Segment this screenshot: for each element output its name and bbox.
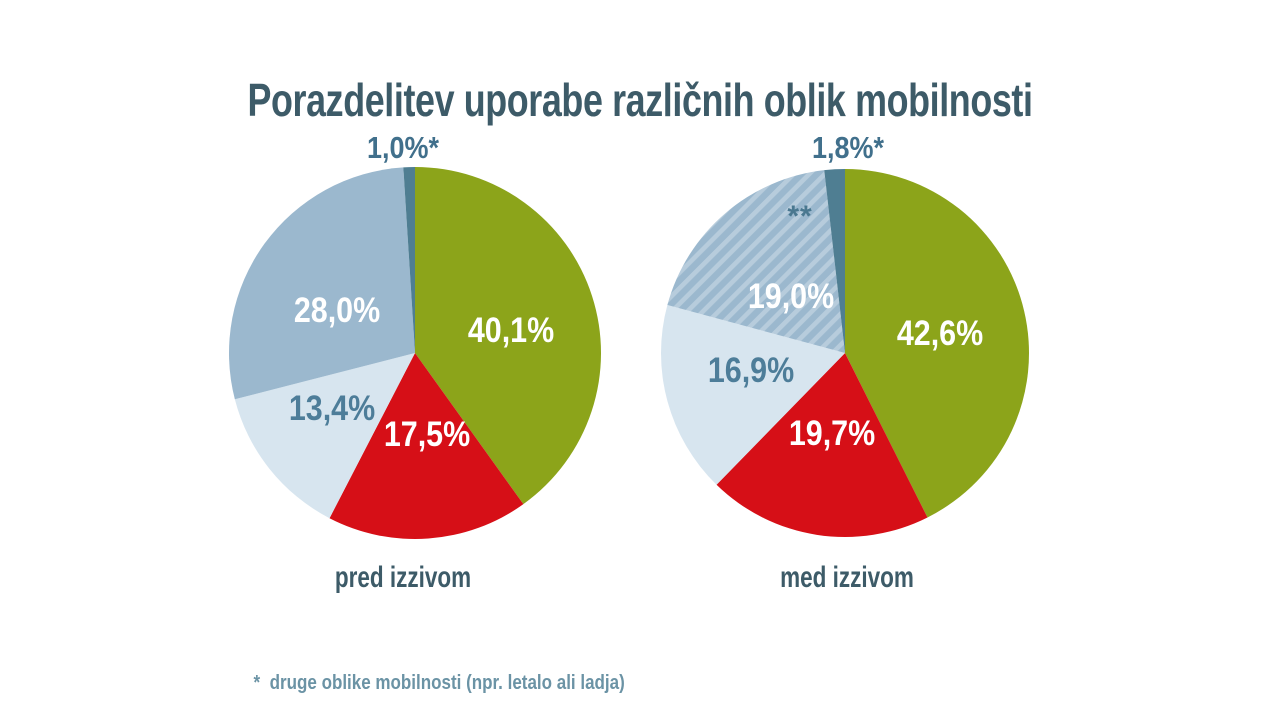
slice-pred-izzivom-walking	[415, 167, 601, 505]
slice-pred-izzivom-car	[228, 167, 415, 400]
slice-med-izzivom-walking	[845, 169, 1030, 518]
footnote-other-mobility: * druge oblike mobilnosti (npr. letalo a…	[253, 672, 625, 694]
slice-med-izzivom-bicycle	[661, 305, 845, 485]
slice-med-izzivom-public-transport	[716, 353, 928, 537]
slice-med-izzivom-carshare-taxi	[667, 170, 845, 353]
slice-pred-izzivom-bicycle	[234, 353, 415, 519]
slice-pred-izzivom-public-transport	[329, 353, 524, 539]
slice-med-izzivom-other	[824, 169, 845, 353]
slice-pred-izzivom-other	[403, 167, 415, 353]
page-title: Porazdelitev uporabe različnih oblik mob…	[247, 73, 1033, 126]
pie-pred-izzivom	[228, 167, 1280, 720]
transit-icon	[1190, 509, 1280, 720]
pie-med-izzivom	[661, 169, 1030, 537]
footnotes: * druge oblike mobilnosti (npr. letalo a…	[109, 626, 625, 720]
